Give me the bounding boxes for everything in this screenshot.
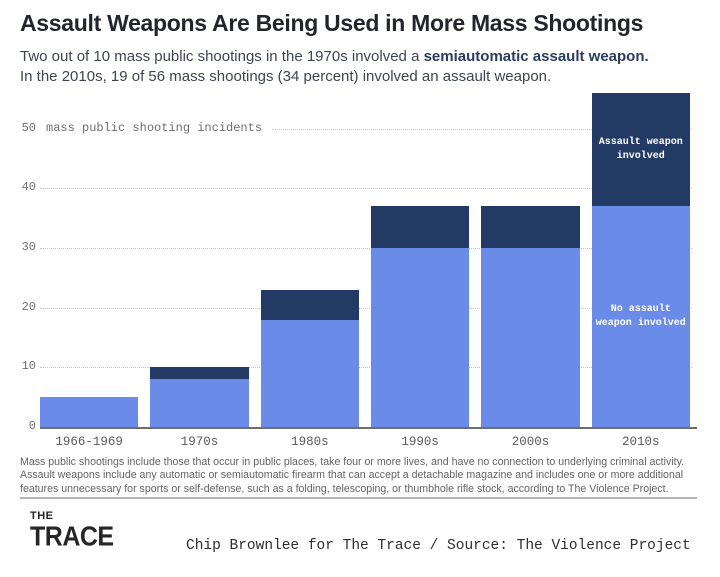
source-credit: Chip Brownlee for The Trace / Source: Th…	[186, 538, 691, 554]
bar-1970s	[150, 367, 249, 427]
y-axis-title: mass public shooting incidents	[46, 120, 263, 135]
bar-segment-no-assault-2010s: No assault weapon involved	[591, 206, 690, 427]
bar-2000s	[481, 206, 580, 427]
x-tick-label-1970s: 1970s	[180, 435, 219, 449]
bar-segment-assault-2010s: Assault weapon involved	[591, 93, 690, 207]
bars-group: Assault weapon involved No assault weapon…	[40, 93, 690, 427]
x-tick-label-2010s: 2010s	[622, 435, 660, 449]
footnote: Mass public shootings include those that…	[20, 456, 685, 495]
bar-2010s: Assault weapon involved No assault weapon…	[591, 93, 690, 427]
gridline-10	[40, 367, 692, 369]
page-title: Assault Weapons Are Being Used in More M…	[20, 10, 644, 36]
logo-line-the: THE	[30, 510, 54, 522]
gridline-50	[272, 128, 692, 130]
y-tick-label-40: 40	[21, 180, 36, 195]
y-tick-label-30: 30	[21, 240, 36, 255]
bar-segment-assault-1990s	[370, 206, 470, 249]
x-tick-label-1980s: 1980s	[291, 435, 329, 449]
bar-segment-no-assault-1980s	[260, 319, 359, 427]
subtitle-text: Two out of 10 mass public shootings in t…	[20, 48, 424, 65]
bar-segment-no-assault-2000s	[481, 248, 580, 427]
bar-segment-assault-2000s	[481, 206, 580, 249]
footer-divider	[20, 497, 697, 499]
bar-segment-assault-1980s	[260, 289, 359, 320]
subtitle: Two out of 10 mass public shootings in t…	[20, 47, 712, 87]
bar-segment-no-assault-1966-1969	[40, 397, 139, 427]
label-assault-weapon-involved: Assault weapon involved	[598, 136, 683, 162]
y-tick-label-50: 50	[21, 120, 36, 135]
y-tick-label-20: 20	[21, 299, 36, 314]
y-tick-label-0: 0	[28, 419, 36, 433]
the-trace-logo: THE TRACE	[30, 510, 114, 553]
gridline-20	[40, 307, 692, 309]
bar-1966-1969	[40, 397, 139, 427]
bar-segment-assault-1970s	[150, 367, 249, 380]
subtitle-highlight: semiautomatic assault weapon.	[423, 48, 649, 65]
x-tick-label-1990s: 1990s	[401, 435, 439, 449]
x-axis-labels: 1966-1969 1970s 1980s 1990s 2000s 2010s	[40, 435, 690, 449]
bar-segment-no-assault-1990s	[370, 248, 470, 427]
label-no-assault-weapon-involved: No assault weapon involved	[595, 303, 686, 329]
logo-line-trace: TRACE	[30, 520, 114, 553]
subtitle-line2: In the 2010s, 19 of 56 mass shootings (3…	[20, 68, 552, 85]
bar-1990s	[370, 206, 470, 427]
y-tick-label-10: 10	[21, 359, 36, 374]
gridline-30	[40, 248, 692, 250]
chart: 0 10 20 30 40 50 mass public shooting incident…	[0, 93, 720, 453]
gridline-0	[40, 427, 697, 429]
x-tick-label-2000s: 2000s	[511, 435, 550, 449]
bar-1980s	[260, 289, 359, 427]
gridline-40	[40, 188, 692, 190]
x-tick-label-1966-1969: 1966-1969	[55, 435, 123, 449]
bar-segment-no-assault-1970s	[150, 379, 249, 427]
